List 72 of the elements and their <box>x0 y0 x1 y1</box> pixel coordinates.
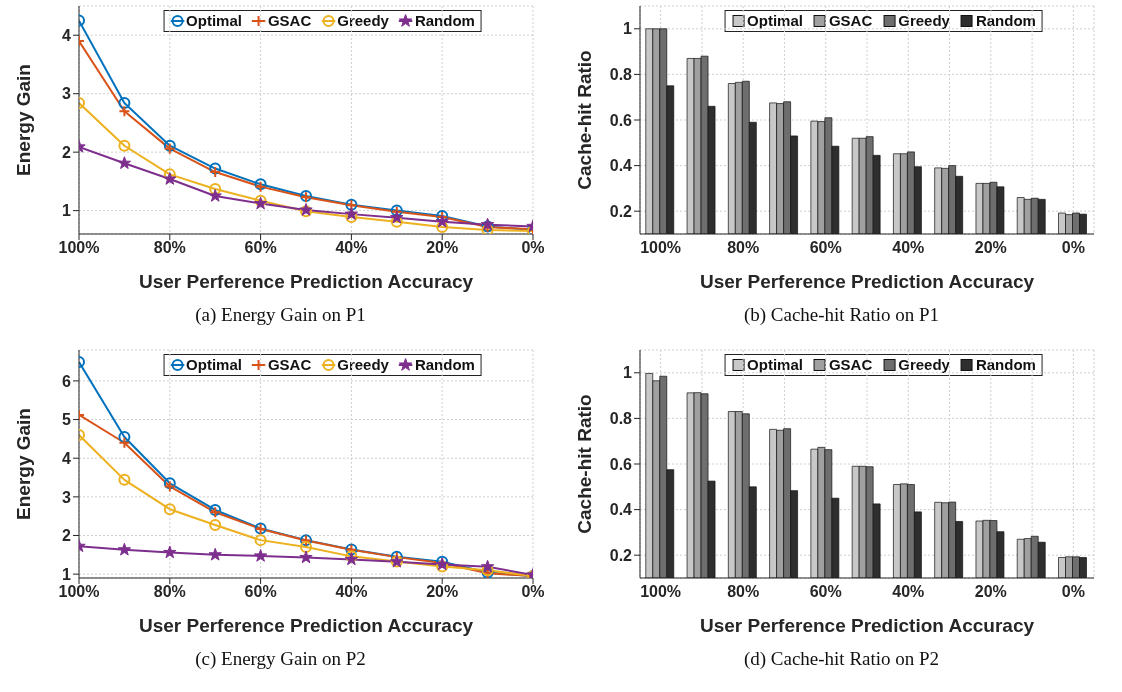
x-axis-title: User Perference Prediction Accuracy <box>138 615 473 636</box>
y-tick-label: 0.8 <box>609 410 632 428</box>
x-tick-label: 100% <box>58 583 99 601</box>
y-tick-label: 3 <box>61 488 71 506</box>
legend-label: Greedy <box>898 356 950 374</box>
x-tick-label: 80% <box>153 239 186 257</box>
x-tick-label: 60% <box>809 239 842 257</box>
legend-label: Random <box>975 12 1036 30</box>
x-tick-label: 80% <box>153 583 186 601</box>
x-tick-label: 100% <box>639 239 681 257</box>
x-axis-title: User Perference Prediction Accuracy <box>699 615 1034 636</box>
legend-label: Random <box>975 356 1036 374</box>
y-tick-label: 0.2 <box>609 202 632 220</box>
x-tick-label: 40% <box>334 239 367 257</box>
y-axis-title: Energy Gain <box>12 408 34 520</box>
x-tick-label: 80% <box>726 583 759 601</box>
y-tick-label: 0.2 <box>609 546 632 564</box>
y-tick-label: 4 <box>61 26 71 44</box>
x-axis-title: User Perference Prediction Accuracy <box>699 271 1034 292</box>
legend-label: Optimal <box>747 12 803 30</box>
y-tick-label: 0.8 <box>609 66 632 84</box>
y-tick-label: 1 <box>622 20 632 38</box>
legend-label: Random <box>414 356 475 374</box>
y-tick-label: 0.6 <box>609 111 632 129</box>
x-axis-title: User Perference Prediction Accuracy <box>138 271 473 292</box>
text: (c) Energy Gain on P2 <box>195 648 366 670</box>
y-axis-title: Energy Gain <box>12 64 34 176</box>
y-tick-label: 2 <box>61 527 71 545</box>
text: (b) Cache-hit Ratio on P1 <box>743 304 940 326</box>
x-tick-label: 20% <box>425 583 458 601</box>
legend-label: Random <box>414 12 475 30</box>
y-tick-label: 1 <box>622 364 632 382</box>
y-tick-label: 0.6 <box>609 455 632 473</box>
x-tick-label: 100% <box>639 583 681 601</box>
x-tick-label: 40% <box>891 583 924 601</box>
x-tick-label: 0% <box>520 239 545 257</box>
x-tick-label: 100% <box>58 239 99 257</box>
legend-label: GSAC <box>267 12 312 30</box>
legend-label: GSAC <box>267 356 312 374</box>
y-tick-label: 0.4 <box>609 501 632 519</box>
x-tick-label: 40% <box>891 239 924 257</box>
legend-label: Greedy <box>898 12 950 30</box>
legend-label: Optimal <box>747 356 803 374</box>
y-tick-label: 5 <box>61 411 71 429</box>
x-tick-label: 20% <box>974 239 1007 257</box>
legend-label: GSAC <box>828 356 873 374</box>
x-tick-label: 20% <box>974 583 1007 601</box>
x-tick-label: 60% <box>244 583 277 601</box>
x-tick-label: 0% <box>520 583 545 601</box>
legend-label: GSAC <box>828 12 873 30</box>
x-tick-label: 0% <box>1061 239 1085 257</box>
x-tick-label: 40% <box>334 583 367 601</box>
x-tick-label: 60% <box>244 239 277 257</box>
legend-label: Greedy <box>337 12 389 30</box>
text: (d) Cache-hit Ratio on P2 <box>743 648 940 670</box>
x-tick-label: 80% <box>726 239 759 257</box>
legend-label: Optimal <box>186 356 242 374</box>
y-tick-label: 2 <box>61 143 71 161</box>
x-tick-label: 0% <box>1061 583 1085 601</box>
legend-label: Optimal <box>186 12 242 30</box>
y-tick-label: 0.4 <box>609 157 632 175</box>
y-tick-label: 4 <box>61 449 71 467</box>
y-tick-label: 6 <box>61 372 71 390</box>
y-tick-label: 3 <box>61 85 71 103</box>
y-axis-title: Cache-hit Ratio <box>573 50 595 190</box>
y-tick-label: 1 <box>61 565 71 583</box>
x-tick-label: 60% <box>809 583 842 601</box>
x-tick-label: 20% <box>425 239 458 257</box>
legend-label: Greedy <box>337 356 389 374</box>
text: (a) Energy Gain on P1 <box>195 304 366 326</box>
y-axis-title: Cache-hit Ratio <box>573 394 595 534</box>
y-tick-label: 1 <box>61 202 71 220</box>
